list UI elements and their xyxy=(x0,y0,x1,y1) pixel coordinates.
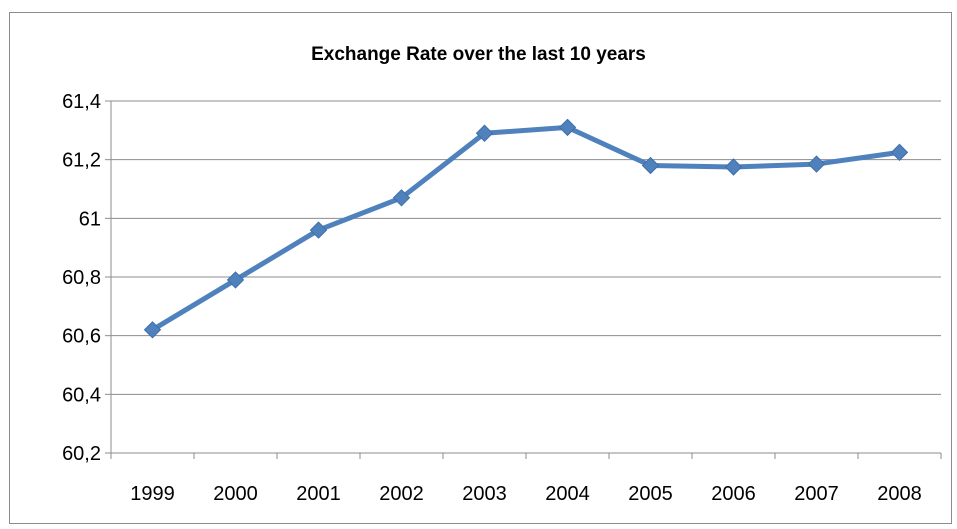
y-tick-label: 61 xyxy=(79,208,101,230)
data-point-marker xyxy=(724,158,743,176)
x-tick-label: 2007 xyxy=(794,483,839,505)
y-tick-label: 60,2 xyxy=(62,443,101,465)
data-point-marker xyxy=(309,221,328,239)
x-tick-label: 2000 xyxy=(213,483,258,505)
chart-frame xyxy=(9,12,952,524)
x-tick-label: 2008 xyxy=(877,483,922,505)
data-point-marker xyxy=(392,189,411,207)
y-tick-label: 61,4 xyxy=(62,91,101,113)
y-tick-label: 61,2 xyxy=(62,150,101,172)
series-group xyxy=(143,118,909,339)
x-tick-label: 2006 xyxy=(711,483,756,505)
y-tick-label: 60,6 xyxy=(62,326,101,348)
x-tick-label: 1999 xyxy=(130,483,175,505)
chart-title: Exchange Rate over the last 10 years xyxy=(311,44,646,65)
data-point-marker xyxy=(890,143,909,162)
gridlines xyxy=(111,100,941,395)
axes xyxy=(105,100,942,459)
x-tick-label: 2004 xyxy=(545,483,590,505)
data-point-marker xyxy=(807,155,826,173)
x-tick-label: 2005 xyxy=(628,483,673,505)
y-tick-label: 60,8 xyxy=(62,267,101,289)
y-tick-labels: 60,2 60,4 60,6 60,8 61 61,2 61,4 xyxy=(62,91,101,465)
data-point-marker xyxy=(475,124,494,142)
x-tick-label: 2002 xyxy=(379,483,424,505)
x-tick-label: 2003 xyxy=(462,483,507,505)
series-line xyxy=(151,124,900,332)
x-tick-labels: 1999 2000 2001 2002 2003 2004 2005 2006 2007 2008 xyxy=(130,483,922,505)
data-point-marker xyxy=(641,156,660,175)
y-tick-label: 60,4 xyxy=(62,384,101,406)
data-point-marker xyxy=(226,271,245,289)
data-point-marker xyxy=(558,118,577,137)
x-tick-label: 2001 xyxy=(296,483,341,505)
data-point-marker xyxy=(143,321,162,339)
